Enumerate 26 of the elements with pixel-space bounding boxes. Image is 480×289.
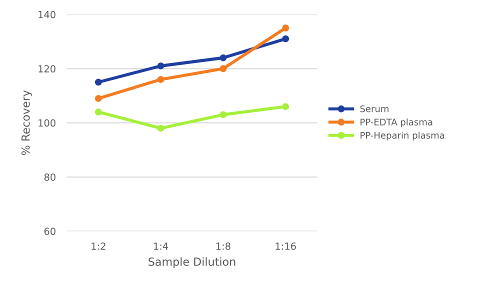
y-tick-label: 80 xyxy=(44,173,56,181)
point xyxy=(157,124,164,132)
point xyxy=(94,78,102,86)
y-tick-label: 100 xyxy=(38,119,56,127)
x-tick-label: 1:2 xyxy=(92,242,106,250)
x-tick-label: 1:8 xyxy=(216,242,230,250)
x-tick-label: 1:4 xyxy=(154,242,168,250)
point xyxy=(220,54,227,62)
point xyxy=(157,76,164,83)
legend-label: PP-EDTA plasma xyxy=(360,118,432,128)
x-tick-label: 1:16 xyxy=(276,242,296,250)
x-axis-title: Sample Dilution xyxy=(148,257,236,268)
point xyxy=(220,111,227,118)
y-tick-label: 120 xyxy=(38,65,56,72)
y-tick-label: 60 xyxy=(44,228,56,236)
legend-label: Serum xyxy=(360,105,388,112)
point xyxy=(220,65,227,72)
point xyxy=(282,103,290,110)
y-axis-title: % Recovery xyxy=(21,90,32,156)
y-tick-label: 140 xyxy=(38,10,56,18)
legend-label: PP-Heparin plasma xyxy=(360,132,444,140)
point xyxy=(157,62,164,70)
point xyxy=(282,24,290,32)
point xyxy=(94,94,102,102)
point xyxy=(282,35,290,42)
point xyxy=(94,108,102,116)
